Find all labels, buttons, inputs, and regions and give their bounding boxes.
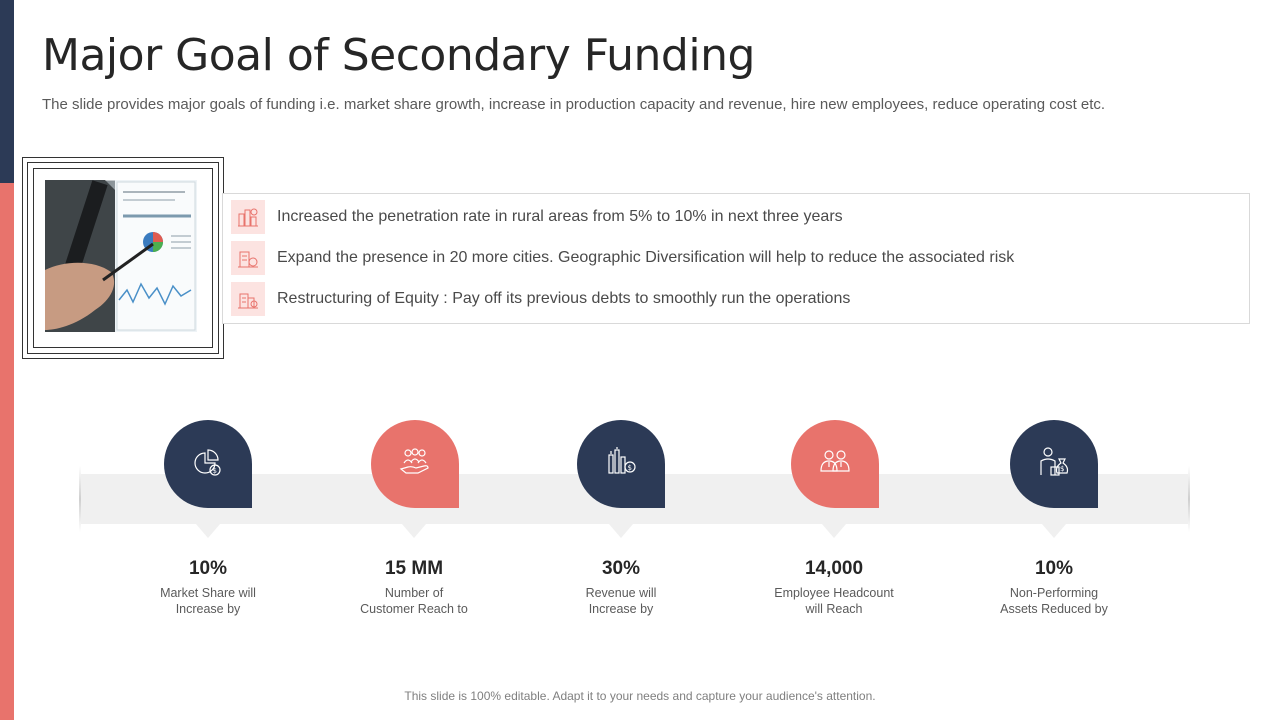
timeline-cap-right [1188, 466, 1190, 532]
page-title: Major Goal of Secondary Funding [42, 30, 755, 81]
stat-circle: $ [577, 420, 665, 508]
photo-frame [22, 157, 224, 359]
goal-text: Expand the presence in 20 more cities. G… [277, 249, 1015, 266]
timeline-cap-left [79, 466, 81, 532]
stat-circle [791, 420, 879, 508]
stat-label: Number of Customer Reach to [360, 586, 468, 616]
stat-value: 10% [188, 558, 228, 579]
list-item: Increased the penetration rate in rural … [231, 200, 843, 234]
timeline-notch [196, 524, 220, 538]
employees-icon [817, 445, 853, 484]
revenue-building-icon: $ [604, 445, 638, 484]
svg-text:$: $ [1060, 465, 1064, 473]
list-item: Expand the presence in 20 more cities. G… [231, 241, 1014, 275]
stat-value: 15 MM [384, 558, 444, 579]
page-subtitle: The slide provides major goals of fundin… [42, 96, 1106, 113]
goals-list: Increased the penetration rate in rural … [222, 193, 1250, 324]
stat-circle: $ [1010, 420, 1098, 508]
tablet-chart-photo [45, 180, 197, 332]
stat-value: 10% [1034, 558, 1074, 579]
timeline-notch [609, 524, 633, 538]
goal-text: Restructuring of Equity : Pay off its pr… [277, 290, 851, 307]
accent-bar-coral [0, 183, 14, 720]
timeline-notch [822, 524, 846, 538]
accent-bar-navy [0, 0, 14, 183]
goal-text: Increased the penetration rate in rural … [277, 208, 843, 225]
customers-hand-icon [398, 445, 432, 484]
stat-circle [371, 420, 459, 508]
city-growth-icon [231, 200, 265, 234]
svg-text:$: $ [628, 464, 632, 472]
footer-note: This slide is 100% editable. Adapt it to… [404, 689, 876, 703]
stat-value: 14,000 [804, 558, 864, 579]
list-item: Restructuring of Equity : Pay off its pr… [231, 282, 850, 316]
city-money-icon [231, 241, 265, 275]
pie-chart-dollar-icon: $ [191, 445, 225, 484]
stat-label: Employee Headcount will Reach [774, 586, 894, 616]
equity-building-icon [231, 282, 265, 316]
stat-label: Revenue will Increase by [585, 586, 657, 616]
stat-circle: $ [164, 420, 252, 508]
stat-label: Non-Performing Assets Reduced by [1000, 586, 1108, 616]
person-money-bag-icon: $ [1037, 445, 1071, 484]
timeline-notch [1042, 524, 1066, 538]
stat-label: Market Share will Increase by [160, 586, 256, 616]
stat-value: 30% [601, 558, 641, 579]
timeline-notch [402, 524, 426, 538]
svg-text:$: $ [213, 467, 217, 475]
